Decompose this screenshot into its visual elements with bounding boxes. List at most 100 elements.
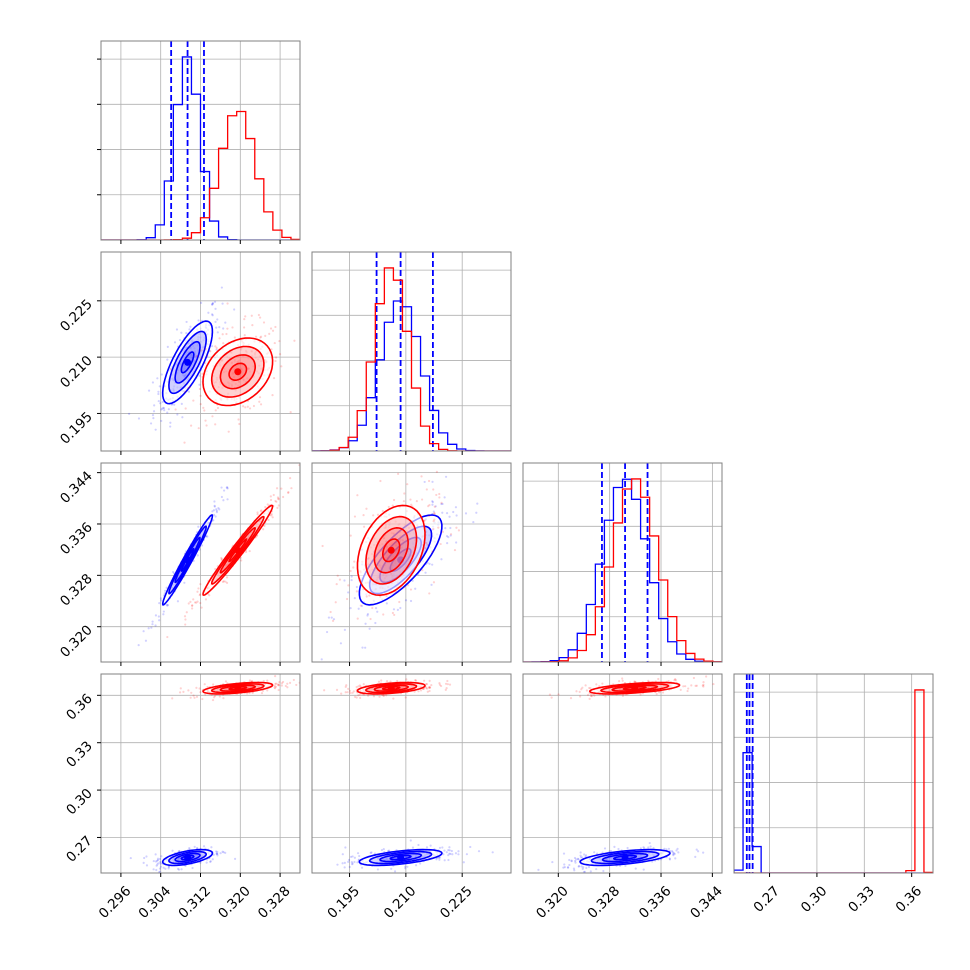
scatter-point (676, 847, 679, 850)
x-tick-label: 0.312 (175, 883, 214, 922)
scatter-point (667, 847, 671, 850)
scatter-point (193, 696, 196, 699)
scatter-point (548, 693, 552, 696)
scatter-point (426, 690, 429, 693)
scatter-point (390, 867, 393, 870)
scatter-point (448, 849, 451, 852)
scatter-point (226, 327, 229, 330)
scatter-point (423, 480, 426, 484)
scatter-point (180, 868, 183, 871)
scatter-point (618, 680, 621, 683)
scatter-point (360, 604, 364, 608)
scatter-point (160, 855, 163, 858)
histogram-step (523, 478, 722, 662)
x-tick-label: 0.336 (636, 883, 675, 922)
scatter-point (446, 683, 449, 686)
scatter-point (579, 856, 583, 859)
panel-1-1 (312, 252, 511, 451)
scatter-point (642, 846, 645, 849)
histogram-step (734, 752, 933, 873)
scatter-point (233, 857, 237, 860)
scatter-point (647, 679, 650, 682)
scatter-point (447, 849, 450, 852)
scatter-point (211, 302, 214, 305)
scatter-point (440, 501, 443, 504)
scatter-point (203, 361, 207, 365)
scatter-point (274, 359, 277, 363)
scatter-point (563, 863, 566, 866)
scatter-point (226, 302, 229, 305)
scatter-point (349, 534, 352, 537)
y-tick-label: 0.328 (57, 571, 96, 610)
scatter-point (417, 690, 420, 693)
scatter-point (289, 477, 292, 480)
scatter-point (586, 693, 590, 697)
scatter-point (444, 527, 447, 530)
scatter-point (278, 681, 281, 684)
x-tick-label: 0.210 (381, 883, 420, 922)
scatter-point (353, 515, 357, 518)
scatter-point (350, 861, 353, 864)
scatter-point (199, 691, 202, 694)
scatter-point (289, 411, 292, 414)
scatter-point (244, 406, 247, 409)
scatter-point (414, 864, 418, 867)
scatter-point (242, 326, 246, 329)
scatter-point (209, 860, 212, 863)
scatter-point (428, 689, 431, 693)
scatter-point (426, 543, 429, 547)
scatter-point (570, 859, 573, 862)
scatter-point (212, 696, 216, 699)
scatter-point (177, 868, 181, 871)
scatter-point (343, 866, 346, 869)
scatter-point (705, 675, 708, 678)
scatter-point (633, 680, 636, 683)
scatter-point (233, 308, 236, 311)
scatter-point (222, 499, 225, 502)
scatter-point (387, 849, 391, 852)
scatter-point (368, 594, 371, 597)
scatter-point (161, 407, 164, 410)
scatter-point (590, 695, 593, 698)
scatter-point (430, 683, 433, 687)
x-tick-label: 0.195 (324, 883, 363, 922)
scatter-point (216, 331, 219, 334)
scatter-point (187, 689, 190, 692)
scatter-point (199, 861, 202, 864)
scatter-point (243, 334, 246, 337)
density-peak (234, 546, 242, 554)
scatter-point (438, 496, 441, 499)
x-tick-label: 0.36 (893, 883, 926, 916)
scatter-point (220, 556, 223, 560)
scatter-point (204, 693, 207, 696)
scatter-point (382, 694, 385, 697)
x-tick-label: 0.304 (136, 883, 175, 922)
scatter-point (287, 491, 290, 494)
scatter-point (215, 348, 218, 351)
scatter-point (225, 332, 228, 336)
scatter-point (166, 604, 169, 607)
scatter-point (438, 683, 441, 686)
scatter-point (369, 617, 372, 621)
scatter-point (270, 513, 273, 516)
scatter-point (158, 385, 161, 388)
scatter-point (475, 511, 478, 514)
scatter-point (655, 692, 658, 696)
scatter-point (210, 344, 214, 348)
scatter-point (702, 681, 705, 684)
scatter-point (343, 579, 346, 582)
density-peak (234, 684, 242, 692)
scatter-point (171, 697, 174, 700)
scatter-point (213, 452, 215, 454)
scatter-point (587, 865, 591, 869)
scatter-point (581, 867, 584, 870)
scatter-point (196, 554, 199, 557)
scatter-point (277, 684, 280, 687)
scatter-point (568, 863, 571, 867)
scatter-point (633, 680, 636, 684)
scatter-point (159, 402, 162, 405)
scatter-point (152, 417, 155, 420)
scatter-point (438, 682, 441, 685)
scatter-point (151, 381, 155, 384)
density-peak (387, 546, 395, 554)
